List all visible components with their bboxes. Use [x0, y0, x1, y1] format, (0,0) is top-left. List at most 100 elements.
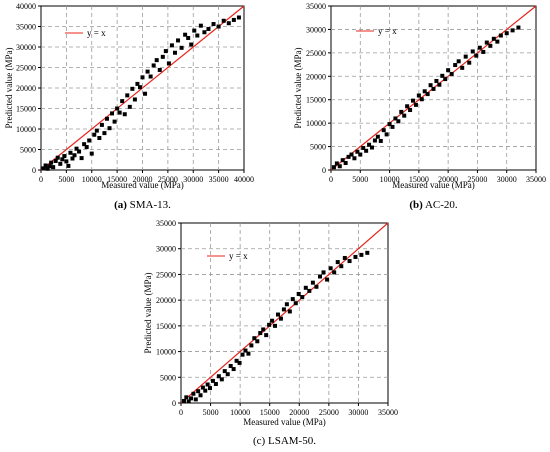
data-point-sma-13: [192, 28, 197, 33]
data-point-sma-13: [92, 132, 97, 137]
data-point-sma-13: [151, 63, 156, 68]
data-point-ac-20: [516, 25, 521, 30]
data-point-lsam-50: [310, 280, 315, 285]
data-point-ac-20: [470, 49, 475, 54]
points-sma-13: [41, 15, 241, 171]
data-point-ac-20: [510, 28, 515, 33]
data-point-sma-13: [179, 45, 184, 50]
data-point-ac-20: [352, 156, 357, 161]
y-ticks-ac-20: 0 5000 10000 15000 20000 25000 30000 35000: [306, 2, 331, 175]
y-tick-label-sma-13: 20000: [16, 84, 36, 93]
data-point-sma-13: [115, 106, 120, 111]
y-axis-label-sma-13: Predicted value (MPa): [4, 48, 14, 129]
caption-ac-20: (b) AC-20.: [409, 199, 458, 211]
data-point-sma-13: [99, 122, 104, 127]
y-tick-label-sma-13: 40000: [16, 2, 36, 11]
data-point-ac-20: [460, 65, 465, 70]
data-point-sma-13: [120, 99, 125, 104]
data-point-lsam-50: [200, 385, 205, 390]
data-point-lsam-50: [228, 363, 233, 368]
data-point-lsam-50: [303, 285, 308, 290]
x-tick-label-lsam-50: 15000: [260, 408, 280, 417]
data-point-lsam-50: [189, 396, 194, 401]
data-point-lsam-50: [328, 266, 333, 271]
data-point-sma-13: [62, 154, 67, 159]
data-point-sma-13: [51, 165, 56, 170]
data-point-ac-20: [384, 132, 389, 137]
data-point-sma-13: [169, 43, 174, 48]
data-point-ac-20: [402, 113, 407, 118]
data-point-ac-20: [349, 152, 354, 157]
data-point-lsam-50: [347, 259, 352, 264]
data-point-sma-13: [198, 23, 203, 28]
data-point-sma-13: [84, 145, 89, 150]
data-point-ac-20: [411, 98, 415, 103]
caption-text-lsam-50: LSAM-50.: [265, 435, 316, 447]
y-tick-label-sma-13: 0: [32, 166, 36, 175]
data-point-ac-20: [334, 161, 339, 166]
y-tick-label-ac-20: 30000: [306, 25, 326, 34]
data-point-lsam-50: [284, 302, 289, 307]
reference-line-sma-13: [40, 5, 245, 171]
data-point-lsam-50: [261, 327, 266, 332]
caption-letter-sma-13: (a): [114, 199, 127, 211]
data-point-lsam-50: [321, 270, 326, 275]
data-point-sma-13: [148, 74, 153, 79]
data-point-lsam-50: [216, 374, 221, 379]
data-point-lsam-50: [339, 264, 344, 269]
y-tick-label-lsam-50: 25000: [156, 270, 176, 279]
x-tick-label-lsam-50: 10000: [230, 408, 250, 417]
data-point-ac-20: [346, 154, 351, 159]
legend-label-lsam-50: y = x: [229, 251, 248, 261]
data-point-sma-13: [221, 18, 226, 23]
x-axis-label-lsam-50: Measured value (MPa): [243, 417, 325, 427]
data-point-sma-13: [94, 128, 99, 133]
data-point-sma-13: [154, 58, 159, 63]
data-point-lsam-50: [317, 274, 322, 279]
x-tick-label-lsam-50: 30000: [348, 408, 368, 417]
y-tick-label-ac-20: 5000: [310, 143, 326, 152]
x-ticks-lsam-50: 0 5000 10000 15000 20000 25000 30000 35000: [179, 403, 398, 417]
data-point-ac-20: [393, 116, 398, 121]
data-point-sma-13: [226, 21, 231, 26]
data-point-ac-20: [440, 73, 445, 78]
y-tick-label-sma-13: 30000: [16, 43, 36, 52]
data-point-lsam-50: [184, 395, 189, 400]
data-point-ac-20: [428, 83, 433, 88]
data-point-sma-13: [68, 150, 73, 155]
x-tick-label-lsam-50: 0: [179, 408, 183, 417]
data-point-sma-13: [53, 158, 58, 163]
data-point-lsam-50: [270, 318, 275, 323]
y-tick-label-ac-20: 15000: [306, 96, 326, 105]
data-point-lsam-50: [193, 397, 198, 402]
data-point-sma-13: [137, 85, 142, 90]
x-tick-label-sma-13: 15000: [107, 175, 127, 184]
data-point-lsam-50: [278, 316, 283, 321]
data-point-sma-13: [172, 50, 177, 55]
x-tick-label-ac-20: 0: [329, 175, 333, 184]
y-tick-label-lsam-50: 0: [172, 399, 176, 408]
data-point-sma-13: [127, 104, 132, 109]
data-point-lsam-50: [293, 301, 298, 306]
data-point-sma-13: [206, 26, 211, 31]
data-point-sma-13: [60, 157, 65, 162]
legend-label-sma-13: y = x: [87, 28, 106, 38]
data-point-sma-13: [130, 86, 135, 91]
data-point-ac-20: [446, 68, 451, 73]
data-point-lsam-50: [213, 381, 218, 386]
data-point-sma-13: [82, 142, 87, 147]
data-point-lsam-50: [290, 297, 295, 302]
x-tick-label-sma-13: 5000: [58, 175, 74, 184]
data-point-sma-13: [87, 138, 92, 143]
caption-letter-lsam-50: (c): [253, 435, 266, 447]
y-axis-label-ac-20: Predicted value (MPa): [293, 48, 303, 129]
x-axis-label-sma-13: Measured value (MPa): [101, 180, 183, 190]
data-point-sma-13: [216, 24, 221, 29]
data-point-lsam-50: [196, 389, 201, 394]
data-point-sma-13: [110, 111, 115, 116]
x-tick-label-lsam-50: 35000: [378, 408, 398, 417]
data-point-sma-13: [112, 119, 117, 124]
x-tick-label-ac-20: 30000: [497, 175, 517, 184]
data-point-sma-13: [186, 35, 191, 40]
